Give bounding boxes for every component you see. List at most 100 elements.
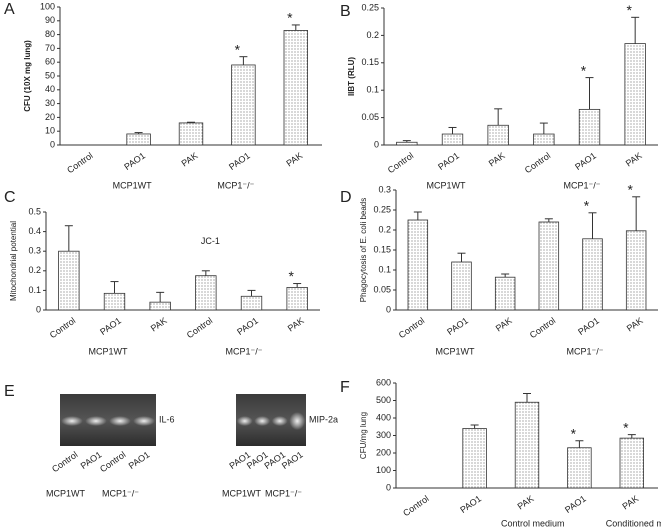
y-tick-label: 70 — [45, 43, 55, 53]
x-tick-label: PAO1 — [458, 493, 483, 515]
x-tick-label: PAO1 — [573, 150, 598, 172]
y-tick-label: 0.25 — [361, 2, 379, 12]
bar — [286, 287, 308, 311]
gel-band — [109, 416, 131, 427]
y-tick-label: 0 — [386, 482, 391, 492]
y-tick-label: 20 — [45, 112, 55, 122]
y-tick-label: 300 — [376, 430, 391, 440]
bar — [178, 122, 204, 146]
y-tick-label: 0.05 — [373, 284, 391, 294]
bar — [487, 124, 509, 146]
group-label: MCP1WT — [46, 488, 85, 498]
y-tick-label: 0 — [374, 139, 379, 149]
bar — [58, 250, 80, 311]
y-tick-label: 0 — [386, 304, 391, 314]
x-tick-label: Control — [65, 150, 95, 175]
group-label: MCP1⁻/⁻ — [564, 180, 601, 190]
group-label: MCP1WT — [436, 346, 475, 356]
gel-band — [271, 416, 288, 427]
bar — [451, 261, 472, 311]
x-tick-label: Control — [401, 493, 431, 518]
bar — [240, 295, 263, 311]
gel-band — [133, 416, 155, 427]
gel-band — [236, 416, 253, 427]
y-tick-label: 0.25 — [373, 204, 391, 214]
panel-letter: C — [4, 189, 16, 206]
group-label: Conditioned medium — [606, 518, 661, 528]
bar — [231, 64, 256, 146]
bar — [494, 276, 516, 311]
y-axis-label: IIBT (RLU) — [347, 57, 356, 96]
y-tick-label: 0.2 — [366, 30, 379, 40]
bar — [283, 30, 308, 146]
x-tick-label: PAK — [620, 493, 640, 511]
x-tick-label: PAK — [286, 315, 306, 333]
x-tick-label: PAK — [284, 150, 304, 168]
y-tick-label: 0 — [36, 304, 41, 314]
y-tick-label: 0.3 — [28, 246, 41, 256]
y-tick-label: 500 — [376, 395, 391, 405]
x-tick-label: PAO1 — [98, 315, 123, 337]
bar — [441, 133, 464, 146]
x-tick-label: Control — [523, 150, 553, 175]
y-tick-label: 80 — [45, 29, 55, 39]
x-tick-label: PAO1 — [235, 315, 260, 337]
y-tick-label: 50 — [45, 70, 55, 80]
group-label: MCP1⁻/⁻ — [217, 180, 254, 190]
significance-mark: * — [626, 2, 632, 18]
x-tick-label: PAK — [494, 315, 514, 333]
y-tick-label: 600 — [376, 377, 391, 387]
y-tick-label: 0.05 — [361, 112, 379, 122]
bar — [195, 275, 217, 311]
y-tick-label: 0.2 — [378, 224, 391, 234]
bar — [533, 133, 555, 146]
gel-band — [289, 412, 306, 431]
y-tick-label: 0 — [50, 139, 55, 149]
group-label: MCP1⁻/⁻ — [265, 488, 302, 498]
significance-mark: * — [581, 62, 587, 78]
group-label: MCP1WT — [427, 180, 466, 190]
bar — [514, 401, 540, 489]
significance-mark: * — [287, 10, 293, 26]
x-tick-label: PAK — [516, 493, 536, 511]
x-tick-label: PAK — [624, 150, 644, 168]
significance-mark: * — [627, 182, 633, 198]
panel-letter: F — [340, 379, 350, 396]
group-label: MCP1WT — [113, 180, 152, 190]
bar — [103, 292, 126, 311]
y-tick-label: 30 — [45, 98, 55, 108]
bar — [396, 141, 418, 146]
bar — [582, 238, 603, 311]
x-tick-label: PAK — [625, 315, 645, 333]
blot-label: MIP-2a — [309, 414, 338, 424]
lane-label: PAO1 — [127, 449, 152, 471]
x-tick-label: PAO1 — [122, 150, 147, 172]
bar — [619, 437, 644, 489]
x-tick-label: PAO1 — [436, 150, 461, 172]
group-label: MCP1⁻/⁻ — [102, 488, 139, 498]
gel-band — [85, 416, 107, 427]
gel-band — [254, 416, 271, 427]
bar — [538, 221, 560, 311]
group-label: MCP1WT — [89, 346, 128, 356]
panel-letter: D — [340, 189, 352, 206]
x-tick-label: PAO1 — [563, 493, 588, 515]
y-tick-label: 0.2 — [28, 265, 41, 275]
y-axis-label: Phagocytosis of E. coli beads — [359, 198, 368, 303]
x-tick-label: PAO1 — [576, 315, 601, 337]
bar — [624, 43, 646, 146]
bar — [578, 108, 601, 146]
bar — [462, 428, 487, 489]
x-tick-label: PAK — [180, 150, 200, 168]
y-axis-label: CFU (10X mg lung) — [23, 40, 32, 112]
y-tick-label: 0.15 — [361, 57, 379, 67]
x-tick-label: Control — [185, 315, 215, 340]
x-tick-label: PAK — [149, 315, 169, 333]
y-tick-label: 0.15 — [373, 244, 391, 254]
y-tick-label: 100 — [376, 465, 391, 475]
x-tick-label: PAK — [487, 150, 507, 168]
annotation: JC-1 — [201, 236, 220, 246]
y-tick-label: 40 — [45, 84, 55, 94]
